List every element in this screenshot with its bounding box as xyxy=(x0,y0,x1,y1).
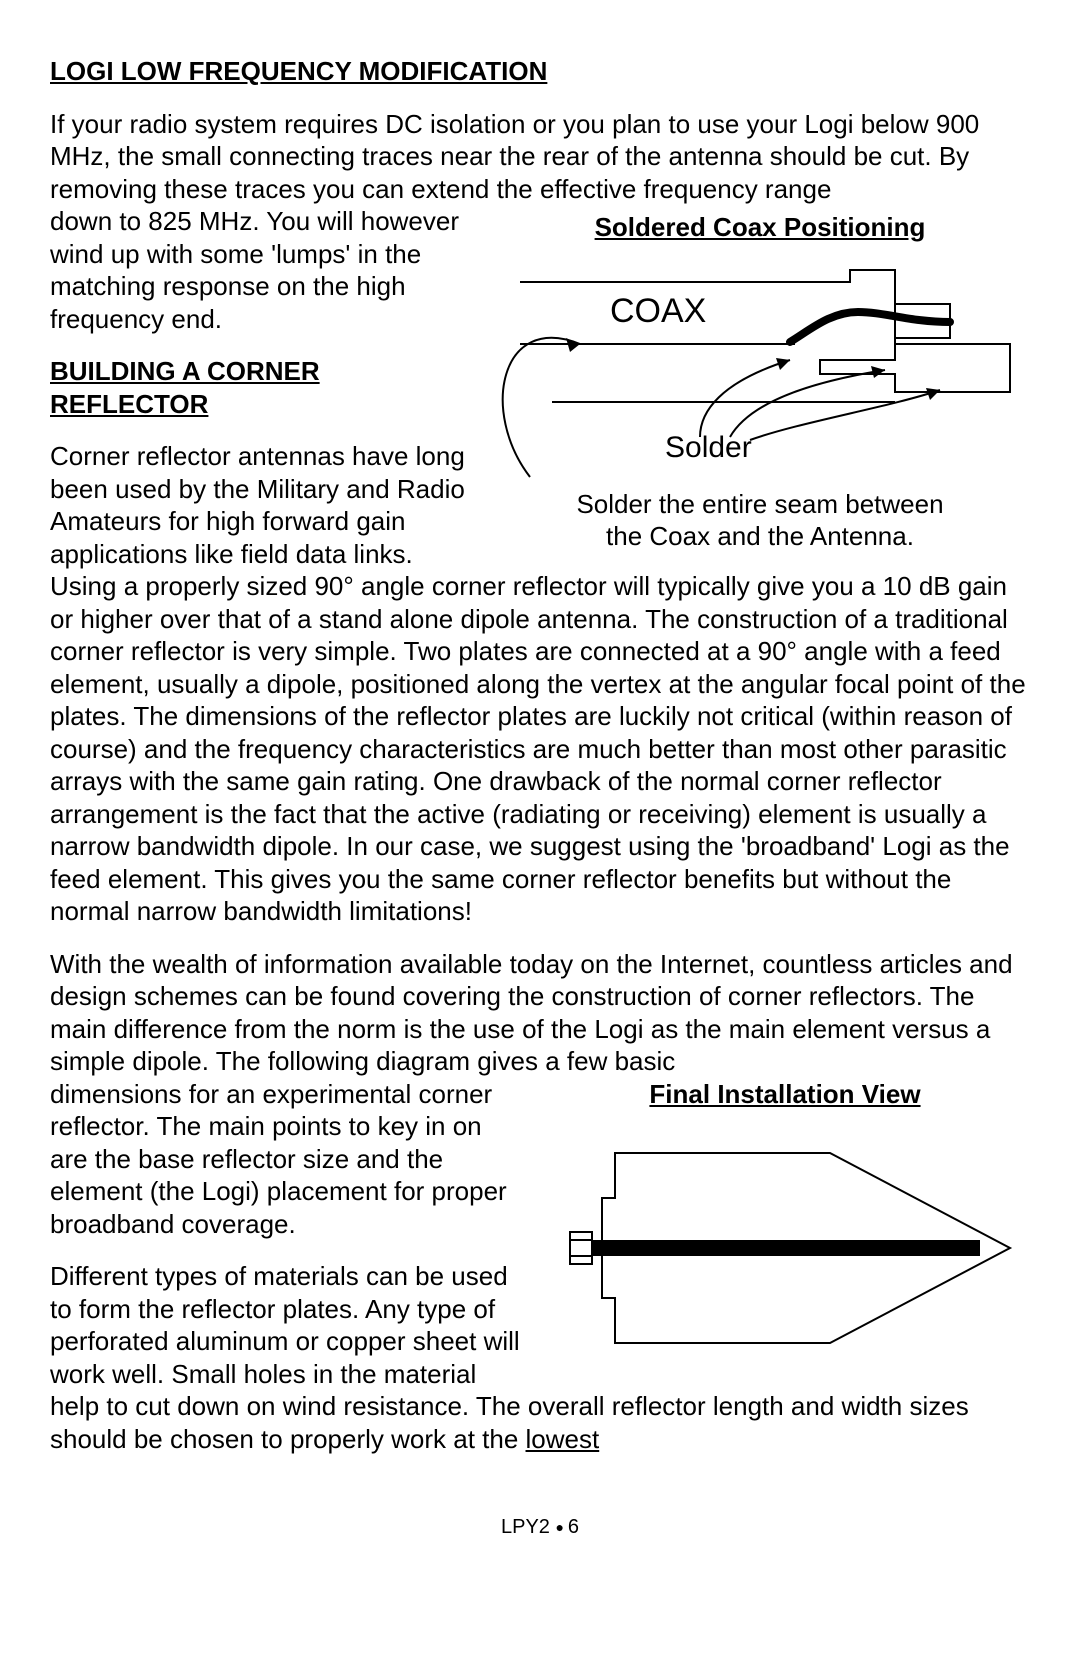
figure1-caption-line2: the Coax and the Antenna. xyxy=(606,521,914,551)
heading-logi-low-freq: LOGI LOW FREQUENCY MODIFICATION xyxy=(50,55,1030,88)
footer-page-number: 6 xyxy=(568,1516,579,1538)
document-page: LOGI LOW FREQUENCY MODIFICATION If your … xyxy=(0,0,1080,1580)
figure1-svg: COAX Solder xyxy=(490,252,1030,482)
figure2-svg xyxy=(540,1118,1030,1378)
coax-label-text: COAX xyxy=(610,292,706,330)
solder-label-text: Solder xyxy=(665,431,752,464)
figure1-title: Soldered Coax Positioning xyxy=(490,211,1030,244)
spacer xyxy=(50,928,1030,948)
figure1-caption: Solder the entire seam between the Coax … xyxy=(490,488,1030,553)
intro-paragraph-full: If your radio system requires DC isolati… xyxy=(50,108,1030,206)
footer-bullet-icon: ● xyxy=(556,1519,568,1535)
corner-reflector-para-b: antenna. The construction of a tradition… xyxy=(50,604,1026,927)
figure-final-installation: Final Installation View xyxy=(540,1078,1030,1379)
figure-soldered-coax: Soldered Coax Positioning COAX Solder xyxy=(490,211,1030,553)
figure1-caption-line1: Solder the entire seam between xyxy=(576,489,943,519)
footer-code: LPY2 xyxy=(501,1516,550,1538)
page-footer: LPY2 ● 6 xyxy=(50,1515,1030,1540)
materials-lowest: lowest xyxy=(526,1424,600,1454)
figure2-title: Final Installation View xyxy=(540,1078,1030,1111)
info-para-full: With the wealth of information available… xyxy=(50,948,1030,1078)
